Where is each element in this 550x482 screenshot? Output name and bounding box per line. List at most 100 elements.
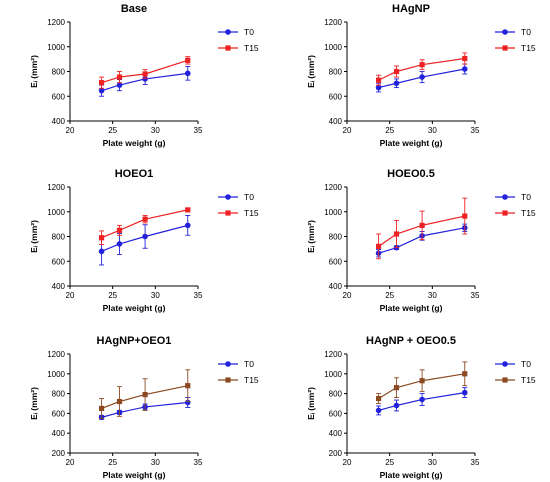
x-tick-label: 20 [343, 291, 352, 300]
y-tick-label: 1200 [47, 18, 65, 27]
y-tick-label: 200 [329, 449, 343, 458]
y-tick-label: 400 [329, 429, 343, 438]
y-tick-label: 800 [329, 390, 343, 399]
x-axis-label: Plate weight (g) [103, 138, 166, 148]
legend-label: T0 [244, 27, 254, 37]
x-tick-label: 25 [108, 291, 117, 300]
series-line-t15 [101, 209, 188, 239]
series-line-t15 [101, 385, 188, 410]
legend-label: T15 [244, 375, 259, 385]
panel-title: HOEO1 [115, 168, 154, 180]
data-point [375, 407, 382, 414]
y-tick-label: 1000 [324, 43, 342, 52]
legend-label: T0 [244, 192, 254, 202]
x-tick-label: 25 [385, 458, 394, 467]
y-tick-label: 200 [52, 449, 66, 458]
panel-title: Base [121, 3, 147, 15]
data-point [393, 402, 400, 409]
x-tick-label: 20 [66, 458, 75, 467]
legend-label: T15 [244, 43, 259, 53]
x-axis-label: Plate weight (g) [380, 303, 443, 313]
data-point [462, 371, 468, 377]
data-point [419, 378, 425, 384]
data-point [419, 62, 425, 68]
y-tick-label: 1000 [324, 370, 342, 379]
x-tick-label: 20 [343, 458, 352, 467]
chart-panel-1: Base 400 600 800 1000 1200 20 25 30 35 Plate weigh… [29, 3, 259, 148]
legend-label: T0 [521, 192, 531, 202]
data-point [375, 84, 382, 91]
y-axis-label: Eᵢ (mm²) [29, 55, 39, 88]
data-point [116, 82, 123, 88]
y-tick-label: 400 [52, 117, 66, 126]
data-point [375, 77, 382, 83]
x-tick-label: 30 [428, 126, 437, 135]
series-line-t0 [378, 392, 465, 412]
legend-label: T15 [521, 375, 536, 385]
data-point [98, 405, 105, 412]
data-point [462, 55, 468, 62]
y-tick-label: 800 [329, 68, 343, 77]
chart-panel-6: HAgNP + OEO0.5 200 400 600 800 1000 1200 20 25 30… [306, 335, 536, 480]
data-point [461, 66, 468, 72]
y-tick-label: 1200 [324, 350, 342, 359]
legend-marker [225, 45, 231, 51]
data-point [461, 389, 468, 396]
data-point [185, 207, 191, 213]
data-point [142, 76, 148, 82]
panel-title: HAgNP [392, 3, 430, 15]
data-point [393, 385, 400, 391]
x-tick-label: 20 [343, 126, 352, 135]
data-point [185, 383, 191, 389]
y-tick-label: 600 [329, 92, 343, 101]
legend-marker [502, 45, 508, 51]
data-point [116, 398, 123, 405]
data-point [142, 233, 148, 240]
x-tick-label: 20 [66, 126, 75, 135]
legend-marker [502, 210, 508, 216]
data-point [116, 227, 123, 233]
data-point [462, 213, 468, 219]
legend-marker [225, 210, 231, 216]
x-axis-label: Plate weight (g) [380, 138, 443, 148]
series-line-t15 [378, 215, 465, 247]
series-line-t15 [378, 57, 465, 81]
legend-marker [225, 29, 231, 35]
legend-marker [225, 377, 231, 383]
x-tick-label: 30 [428, 291, 437, 300]
x-tick-label: 35 [194, 291, 203, 300]
y-tick-label: 1200 [324, 183, 342, 192]
series-line-t0 [101, 401, 188, 418]
data-point [98, 80, 105, 86]
y-tick-label: 800 [52, 390, 66, 399]
y-tick-label: 600 [329, 257, 343, 266]
x-tick-label: 35 [471, 126, 480, 135]
panel-title: HAgNP+OEO1 [97, 335, 172, 347]
data-point [185, 57, 191, 63]
data-point [98, 248, 105, 255]
y-tick-label: 400 [329, 117, 343, 126]
data-point [98, 235, 105, 241]
data-point [142, 216, 148, 222]
y-axis-label: Eᵢ (mm²) [29, 387, 39, 420]
x-axis-label: Plate weight (g) [380, 470, 443, 480]
data-point [393, 231, 400, 237]
data-point [116, 241, 123, 247]
y-tick-label: 800 [329, 233, 343, 242]
x-tick-label: 35 [194, 126, 203, 135]
series-line-t0 [378, 68, 465, 89]
y-tick-label: 400 [329, 282, 343, 291]
series-line-t0 [101, 72, 188, 92]
y-axis-label: Eᵢ (mm²) [306, 220, 316, 253]
x-tick-label: 35 [471, 458, 480, 467]
y-tick-label: 1000 [47, 43, 65, 52]
y-tick-label: 400 [52, 429, 66, 438]
data-point [116, 74, 123, 80]
legend-marker [502, 377, 508, 383]
x-tick-label: 25 [385, 126, 394, 135]
data-point [142, 71, 148, 77]
legend-marker [502, 361, 508, 367]
data-point [375, 395, 382, 402]
legend-label: T0 [521, 359, 531, 369]
y-tick-label: 1000 [47, 370, 65, 379]
